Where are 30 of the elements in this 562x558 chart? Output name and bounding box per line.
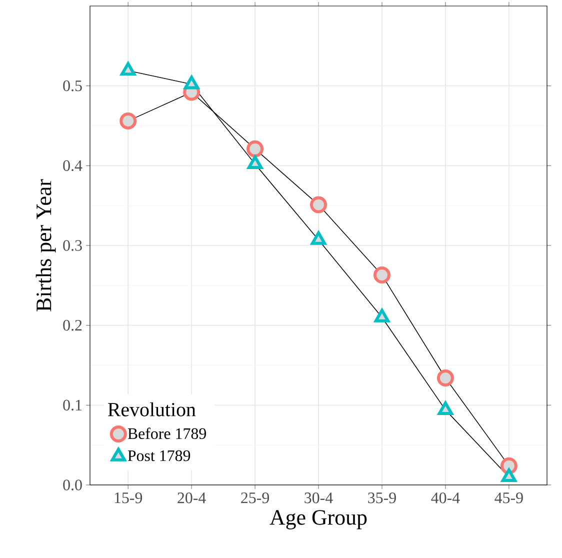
x-tick-label: 40-4 xyxy=(431,492,460,504)
legend-title: Revolution xyxy=(108,402,196,416)
y-tick-label: 0.2 xyxy=(63,320,82,331)
legend-label: Post 1789 xyxy=(128,450,190,462)
point xyxy=(436,370,454,387)
point xyxy=(247,156,263,170)
y-tick-label: 0.3 xyxy=(63,240,82,251)
point xyxy=(184,76,200,90)
x-tick-label: 25-9 xyxy=(241,492,269,504)
point xyxy=(310,196,328,214)
point xyxy=(120,62,136,76)
y-tick-label: 0.4 xyxy=(63,160,82,172)
point xyxy=(373,266,390,284)
x-tick-label: 35-9 xyxy=(368,492,396,504)
point xyxy=(374,308,390,322)
point xyxy=(120,112,137,130)
legend-label: Before 1789 xyxy=(128,428,206,440)
point xyxy=(438,401,454,415)
x-tick-label: 20-4 xyxy=(178,492,206,504)
x-tick-label: 30-4 xyxy=(304,492,333,504)
x-tick-label: 15-9 xyxy=(114,492,142,504)
point xyxy=(501,468,516,482)
point xyxy=(246,140,264,158)
y-tick-label: 0.0 xyxy=(63,480,82,490)
x-axis-title: Age Group xyxy=(270,510,367,530)
y-axis-title: Births per Year xyxy=(36,179,56,312)
y-tick-label: 0.5 xyxy=(63,80,82,92)
point xyxy=(310,231,326,245)
x-tick-label: 45-9 xyxy=(494,492,523,504)
y-tick-label: 0.1 xyxy=(63,400,82,411)
